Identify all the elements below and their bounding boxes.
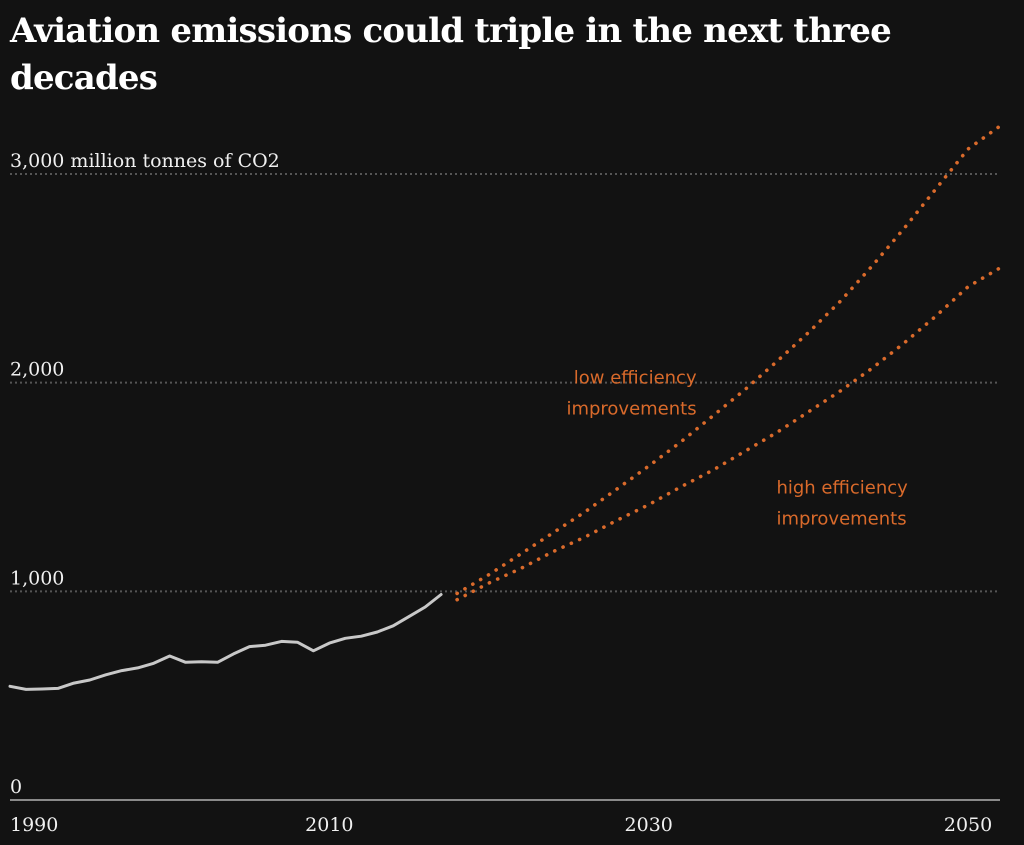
x-tick-label-2050: 2050 (944, 814, 992, 836)
annotation-0-line-0: low efficiency (574, 368, 697, 389)
y-tick-label-3000: 3,000 million tonnes of CO2 (10, 150, 280, 172)
series-line-1 (455, 124, 1002, 596)
annotation-1: high efficiency improvements (776, 477, 908, 529)
series-line-2 (455, 266, 1002, 602)
annotation-1-line-1: improvements (776, 508, 906, 529)
y-tick-label-1000: 1,000 (10, 567, 64, 589)
annotation-1-line-0: high efficiency (776, 477, 908, 498)
x-tick-label-1990: 1990 (10, 814, 58, 836)
y-tick-label-0: 0 (10, 776, 22, 798)
y-axis-labels: 0 1,000 2,000 3,000 million tonnes of CO2 (10, 150, 280, 798)
series-line-0 (8, 593, 443, 691)
annotation-0-line-1: improvements (566, 399, 696, 420)
y-tick-label-2000: 2,000 (10, 359, 64, 381)
x-tick-label-2030: 2030 (625, 814, 673, 836)
gridlines (10, 173, 1000, 593)
x-tick-label-2010: 2010 (305, 814, 353, 836)
series-lines (8, 124, 1002, 691)
chart-title: Aviation emissions could triple in the n… (10, 11, 892, 98)
x-axis: 1990 2010 2030 2050 (10, 799, 1000, 836)
annotation-0: low efficiency improvements (566, 368, 697, 420)
